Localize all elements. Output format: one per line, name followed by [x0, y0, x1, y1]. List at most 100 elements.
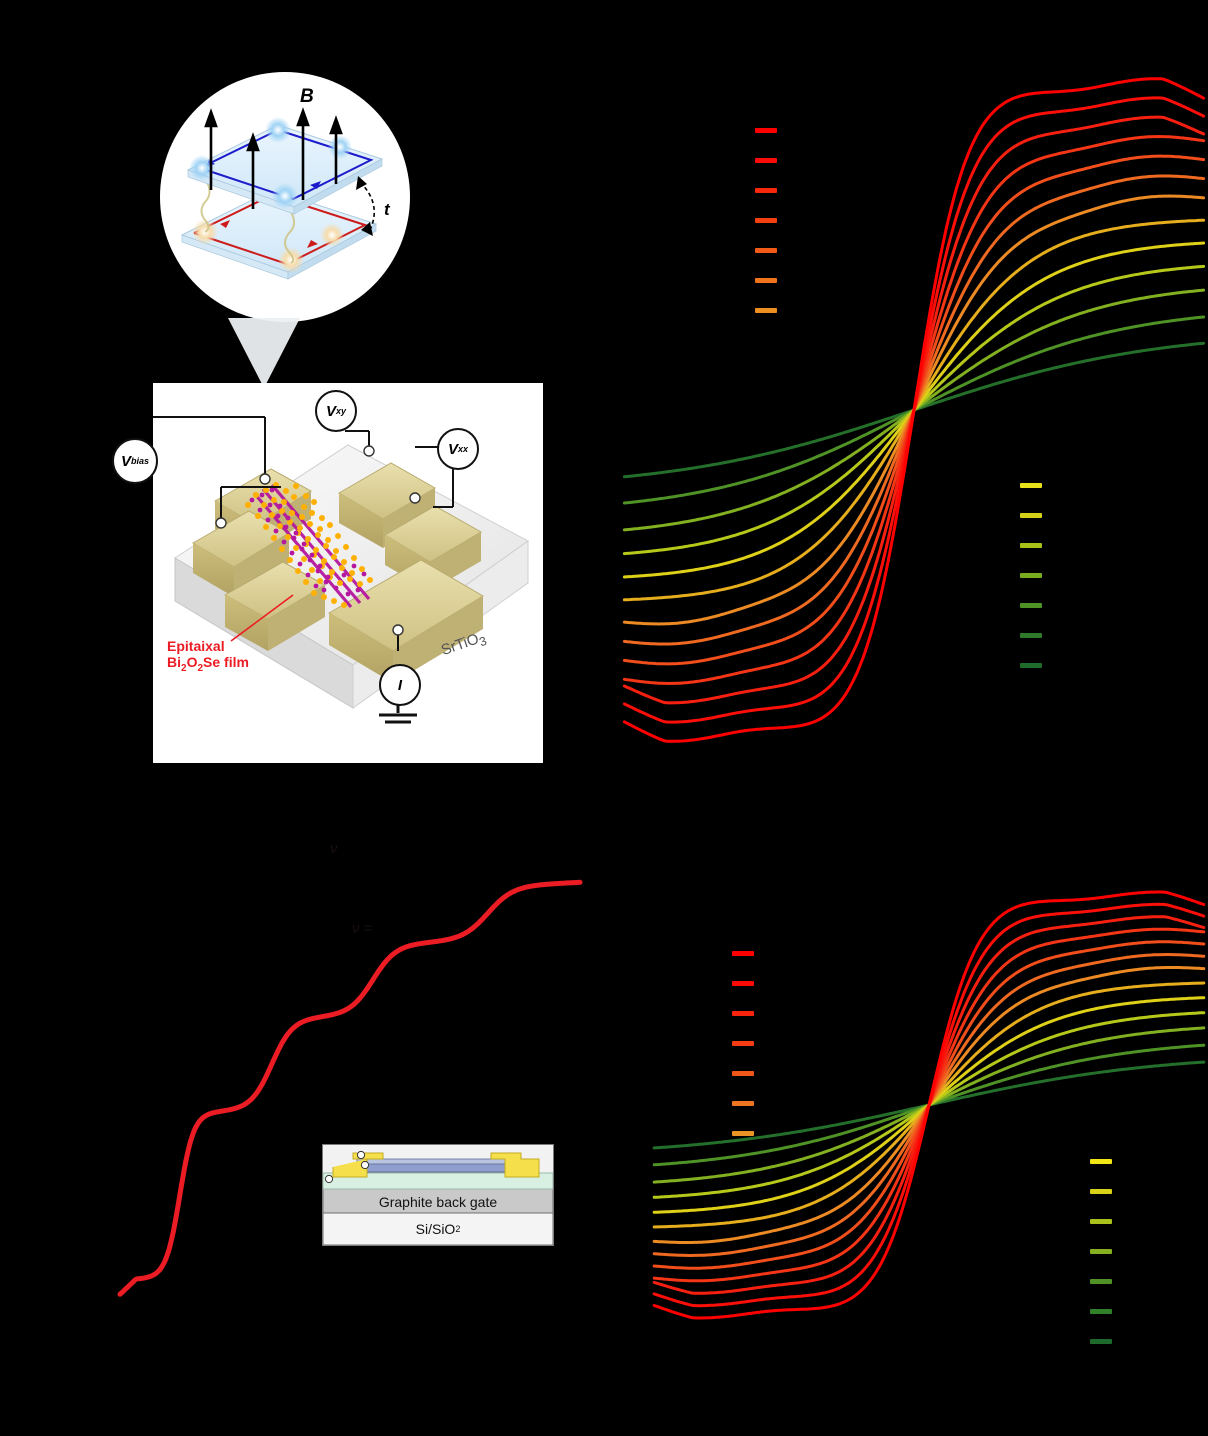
current-meter[interactable]: I [379, 664, 421, 706]
contact-dot [392, 624, 404, 636]
nu-label-upper: ν [330, 840, 338, 857]
legend-row[interactable] [732, 938, 759, 968]
legend-row[interactable] [1020, 650, 1047, 680]
legend-row[interactable] [1090, 1146, 1117, 1176]
legend-swatch [1090, 1188, 1112, 1194]
legend-row[interactable] [732, 1088, 759, 1118]
hall-bar-device-svg [153, 416, 529, 724]
legend-row[interactable] [732, 1118, 759, 1148]
legend-row[interactable] [1090, 1236, 1117, 1266]
epitaxial-film-hall-bar [245, 482, 373, 609]
panel-b-legend-left[interactable] [755, 115, 782, 325]
legend-swatch [1090, 1248, 1112, 1254]
legend-swatch [1090, 1278, 1112, 1284]
legend-swatch [732, 1010, 754, 1016]
hbn-dielectric-layer [323, 1172, 553, 1190]
legend-row[interactable] [755, 205, 782, 235]
quasiparticle-blue [272, 183, 298, 209]
film-lattice-dots [245, 482, 373, 608]
legend-row[interactable] [1020, 620, 1047, 650]
legend-swatch [732, 1040, 754, 1046]
bottom-current-arrow [220, 220, 230, 228]
magnetic-field-arrows [204, 107, 343, 209]
legend-row[interactable] [1090, 1296, 1117, 1326]
contact-dot [324, 1174, 334, 1184]
legend-swatch [732, 1070, 754, 1076]
legend-swatch [732, 1100, 754, 1106]
film-label-pointer [230, 594, 294, 642]
top-hbn-layer [356, 1158, 520, 1165]
legend-swatch [1020, 602, 1042, 608]
legend-row[interactable] [1020, 590, 1047, 620]
legend-swatch [1090, 1338, 1112, 1344]
legend-row[interactable] [732, 968, 759, 998]
panel-d-legend-right[interactable] [1090, 1146, 1117, 1356]
legend-swatch [755, 127, 777, 133]
quantized-hall-curve [117, 879, 583, 1297]
panel-d-legend-left[interactable] [732, 938, 759, 1148]
legend-row[interactable] [732, 998, 759, 1028]
legend-swatch [1090, 1158, 1112, 1164]
bottom-edge-current-loop [193, 193, 368, 266]
legend-row[interactable] [755, 295, 782, 325]
quasiparticle-blue [265, 117, 291, 143]
thickness-label: t [384, 200, 390, 219]
current-label: I [397, 676, 403, 694]
v-bias-label: V [120, 452, 131, 470]
hall-curve [622, 77, 1206, 743]
legend-row[interactable] [1090, 1206, 1117, 1236]
contact-dot [259, 473, 271, 485]
legend-row[interactable] [755, 235, 782, 265]
legend-row[interactable] [755, 265, 782, 295]
legend-swatch [755, 157, 777, 163]
legend-swatch [755, 217, 777, 223]
film-label-line1: Epitaixal [167, 638, 225, 654]
legend-row[interactable] [1020, 500, 1047, 530]
panel-b-hall-curves [620, 60, 1208, 760]
thickness-arrow-top [356, 176, 367, 190]
legend-row[interactable] [1020, 470, 1047, 500]
legend-row[interactable] [755, 115, 782, 145]
panel-c-svg [117, 879, 583, 1297]
contact-dot [215, 517, 227, 529]
contact-dot [363, 445, 375, 457]
b-field-label: B [300, 86, 314, 107]
gold-contacts [332, 1152, 540, 1178]
legend-swatch [1020, 482, 1042, 488]
quasiparticle-orange [320, 223, 344, 247]
v-xx-sub: xx [458, 444, 469, 454]
legend-swatch [1020, 572, 1042, 578]
gold-contact-pads [192, 462, 484, 683]
panel-b-legend-right[interactable] [1020, 470, 1047, 680]
legend-row[interactable] [1090, 1176, 1117, 1206]
legend-row[interactable] [1020, 560, 1047, 590]
legend-swatch [755, 307, 777, 313]
legend-row[interactable] [732, 1028, 759, 1058]
bottom-layer-slab [180, 189, 378, 280]
nu-label-lower: ν = [352, 920, 373, 937]
legend-row[interactable] [755, 175, 782, 205]
legend-row[interactable] [1090, 1326, 1117, 1356]
legend-swatch [1020, 512, 1042, 518]
legend-row[interactable] [732, 1058, 759, 1088]
film-label-line2: Bi2O2Se film [167, 654, 249, 674]
bilayer-schematic-svg [180, 107, 384, 280]
bottom-current-arrow-2 [307, 240, 318, 248]
magnified-inset-circle: B t [160, 72, 410, 322]
legend-row[interactable] [755, 145, 782, 175]
legend-swatch [1020, 542, 1042, 548]
device-cross-section-inset: Graphite back gate Si/SiO 2 [322, 1144, 554, 1246]
film-label: Epitaixal Bi2O2Se film [167, 638, 249, 674]
legend-row[interactable] [1020, 530, 1047, 560]
top-current-arrow-2 [310, 181, 321, 189]
si-sio2-label: Si/SiO 2 [415, 1221, 461, 1237]
interlayer-tunneling-paths [200, 181, 295, 264]
legend-swatch [732, 980, 754, 986]
legend-swatch [1090, 1308, 1112, 1314]
legend-swatch [755, 247, 777, 253]
legend-row[interactable] [1090, 1266, 1117, 1296]
